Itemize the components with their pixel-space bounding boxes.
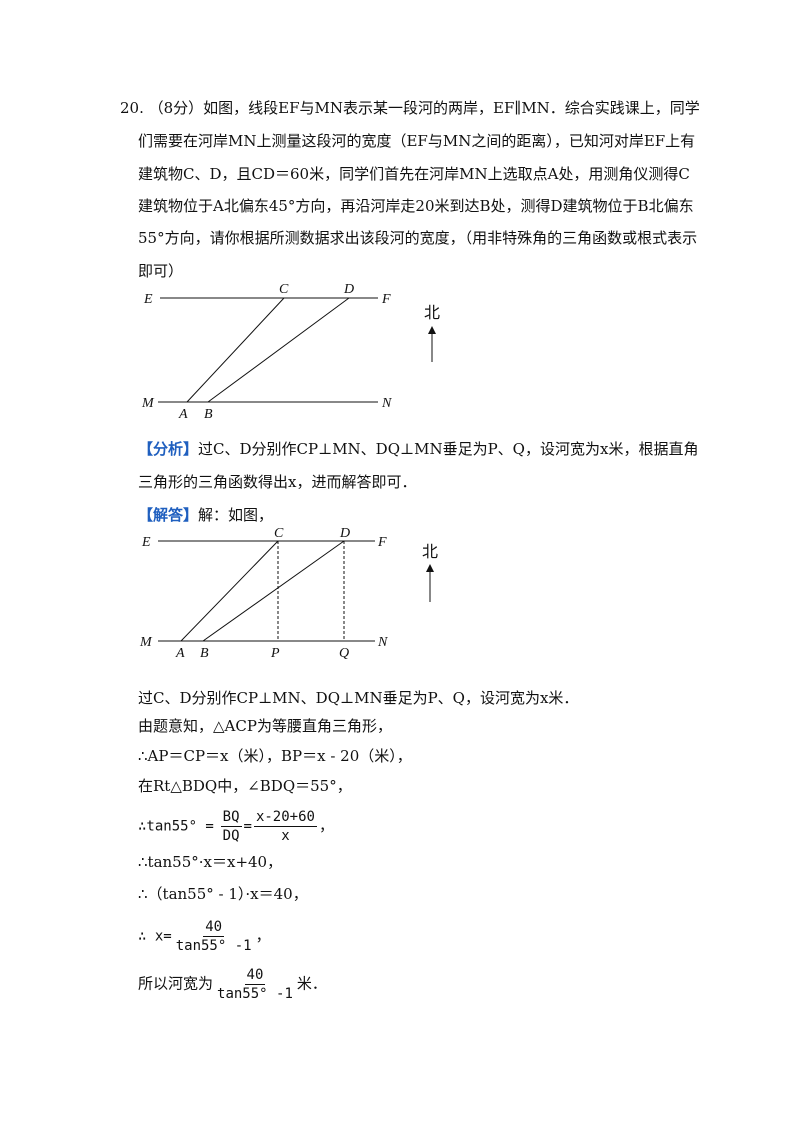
denominator: tan55° -1: [217, 986, 293, 1002]
analysis-tag: 【分析】: [138, 440, 199, 458]
comma: ，: [255, 926, 271, 945]
numerator: 40: [244, 967, 266, 985]
figure-1: E F C D M N A B 北: [141, 282, 440, 422]
denominator: DQ: [222, 828, 240, 844]
arrowhead-icon: [426, 564, 434, 572]
fraction-result: 40 tan55° -1: [174, 918, 254, 955]
label-E: E: [141, 535, 151, 550]
eq-left: ∴ x=: [138, 928, 172, 945]
label-D: D: [339, 526, 350, 541]
question-line-1: 20. （8分）如图，线段EF与MN表示某一段河的两岸，EF∥MN．综合实践课上…: [120, 98, 700, 118]
line-BD: [202, 540, 345, 642]
line-AC: [180, 540, 279, 642]
solution-line-4: 在Rt△BDQ中，∠BDQ＝55°，: [138, 777, 352, 795]
question-number: 20.: [120, 99, 144, 117]
label-D: D: [343, 282, 354, 297]
analysis-text: 过C、D分别作CP⊥MN、DQ⊥MN垂足为P、Q，设河宽为x米，根据直角: [198, 440, 699, 458]
numerator: BQ: [220, 809, 242, 827]
label-B: B: [204, 407, 213, 422]
label-north: 北: [424, 304, 440, 322]
label-A: A: [175, 646, 185, 661]
line-BD: [207, 297, 350, 403]
solution-line-6: ∴tan55°·x＝x+40，: [138, 853, 283, 871]
solution-line-2: 由题意知，△ACP为等腰直角三角形，: [138, 717, 392, 735]
solution-line-7: ∴（tan55° - 1）·x＝40，: [138, 885, 308, 903]
question-line-2: 们需要在河岸MN上测量这段河的宽度（EF与MN之间的距离），已知河对岸EF上有: [138, 132, 696, 150]
question-line-5: 55°方向，请你根据所测数据求出该段河的宽度，（用非特殊角的三角函数或根式表示: [138, 229, 698, 247]
label-E: E: [143, 292, 153, 307]
fraction-answer: 40 tan55° -1: [215, 966, 295, 1003]
arrowhead-icon: [428, 326, 436, 334]
conclusion-text: 所以河宽为: [138, 974, 214, 993]
eq-left: ∴tan55° =: [138, 818, 214, 835]
denominator: x: [281, 828, 290, 844]
question-line-4: 建筑物位于A北偏东45°方向，再沿河岸走20米到达B处，测得D建筑物位于B北偏东: [138, 197, 694, 215]
analysis-line-1: 【分析】过C、D分别作CP⊥MN、DQ⊥MN垂足为P、Q，设河宽为x米，根据直角: [138, 439, 698, 459]
fraction-x: x-20+60 x: [253, 808, 317, 845]
label-F: F: [381, 292, 391, 307]
solution-line-3: ∴AP＝CP＝x（米），BP＝x - 20（米），: [138, 747, 412, 765]
label-B: B: [200, 646, 209, 661]
solution-line-8: ∴ x= 40 tan55° -1，: [138, 918, 271, 955]
figure-2: E F C D M N A B P Q 北: [139, 526, 438, 661]
question-text: （8分）如图，线段EF与MN表示某一段河的两岸，EF∥MN．综合实践课上，同学: [148, 99, 700, 117]
equals: =: [243, 818, 252, 835]
label-north: 北: [422, 543, 438, 561]
label-M: M: [139, 635, 153, 650]
line-AC: [186, 297, 285, 403]
numerator: 40: [203, 919, 225, 937]
label-P: P: [270, 646, 280, 661]
numerator: x-20+60: [253, 809, 317, 827]
denominator: tan55° -1: [175, 938, 252, 954]
label-N: N: [377, 635, 388, 650]
answer-tag: 【解答】: [138, 506, 199, 524]
label-C: C: [274, 526, 284, 541]
label-C: C: [279, 282, 289, 297]
label-F: F: [377, 535, 387, 550]
answer-line: 【解答】解：如图，: [138, 505, 273, 525]
question-line-6: 即可）: [138, 262, 184, 280]
solution-line-9: 所以河宽为 40 tan55° -1 米．: [138, 966, 327, 1003]
comma: ，: [318, 816, 334, 835]
answer-text: 解：如图，: [198, 506, 274, 524]
analysis-line-2: 三角形的三角函数得出x，进而解答即可．: [138, 473, 417, 491]
solution-line-1: 过C、D分别作CP⊥MN、DQ⊥MN垂足为P、Q，设河宽为x米．: [138, 689, 579, 707]
label-N: N: [381, 396, 392, 411]
label-A: A: [178, 407, 188, 422]
label-Q: Q: [339, 646, 349, 661]
question-line-3: 建筑物C、D，且CD＝60米，同学们首先在河岸MN上选取点A处，用测角仪测得C: [138, 165, 690, 183]
label-M: M: [141, 396, 155, 411]
unit: 米．: [296, 974, 327, 993]
fraction-bq-dq: BQ DQ: [220, 808, 242, 845]
solution-line-5: ∴tan55° = BQ DQ = x-20+60 x，: [138, 808, 334, 845]
